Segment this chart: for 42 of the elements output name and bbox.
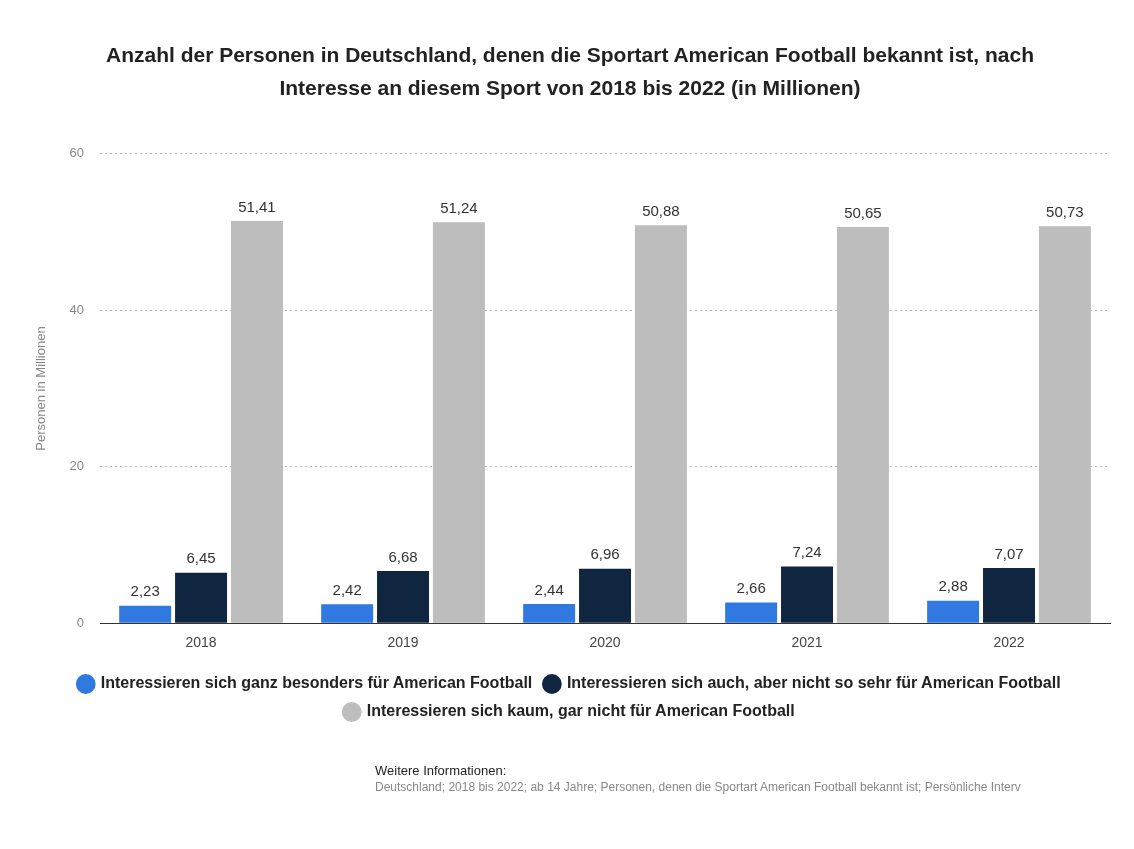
bar	[175, 572, 228, 623]
bar	[377, 570, 430, 623]
x-tick-label: 2022	[993, 634, 1025, 651]
data-label: 2,23	[130, 582, 160, 600]
bar	[781, 566, 833, 623]
x-tick-label: 2018	[185, 634, 217, 651]
bar	[523, 604, 576, 623]
legend-label: Interessieren sich kaum, gar nicht für American Football	[366, 702, 795, 720]
bar	[927, 600, 980, 623]
y-tick-label: 60	[69, 145, 85, 161]
data-label: 51,41	[238, 197, 276, 215]
x-tick-label: 2020	[589, 634, 621, 651]
bar	[579, 568, 632, 623]
data-label: 6,68	[388, 547, 418, 565]
y-tick-label: 40	[69, 301, 85, 317]
data-label: 6,45	[186, 549, 216, 567]
legend-label: Interessieren sich ganz besonders für American Football	[100, 674, 533, 692]
y-tick-label: 0	[76, 614, 85, 630]
x-tick-label: 2021	[791, 634, 823, 651]
data-label: 7,24	[792, 543, 822, 561]
data-label: 2,88	[938, 577, 968, 595]
legend-label: Interessieren sich auch, aber nicht so sehr für American Football	[566, 674, 1061, 692]
chart-title: Anzahl der Personen in Deutschland, denen die Sportart American Football bekannt ist, nach Interesse an diesem Sport von 2018 bis 2022 (in Millionen)	[104, 42, 1036, 101]
data-label: 2,42	[332, 580, 362, 598]
data-label: 2,44	[534, 580, 564, 598]
bar	[634, 225, 687, 623]
data-label: 50,88	[642, 201, 680, 219]
data-label: 6,96	[590, 545, 620, 563]
data-label: 2,66	[736, 579, 766, 597]
y-tick-label: 20	[69, 458, 85, 474]
x-tick-label: 2019	[387, 634, 419, 651]
text: Weitere Informationen:	[375, 763, 508, 778]
data-label: 51,24	[440, 198, 478, 216]
data-label: 50,73	[1046, 202, 1084, 220]
bar	[983, 567, 1035, 623]
bar	[321, 604, 374, 623]
text: Deutschland; 2018 bis 2022; ab 14 Jahre; Personen, denen die Sportart American Football bekannt ist; Persönliche Interv	[375, 780, 1022, 794]
bar	[725, 602, 778, 623]
bar	[119, 605, 172, 623]
data-label: 50,65	[844, 203, 882, 221]
y-axis-title: Personen in Millionen	[33, 326, 49, 451]
data-label: 7,07	[994, 544, 1024, 562]
